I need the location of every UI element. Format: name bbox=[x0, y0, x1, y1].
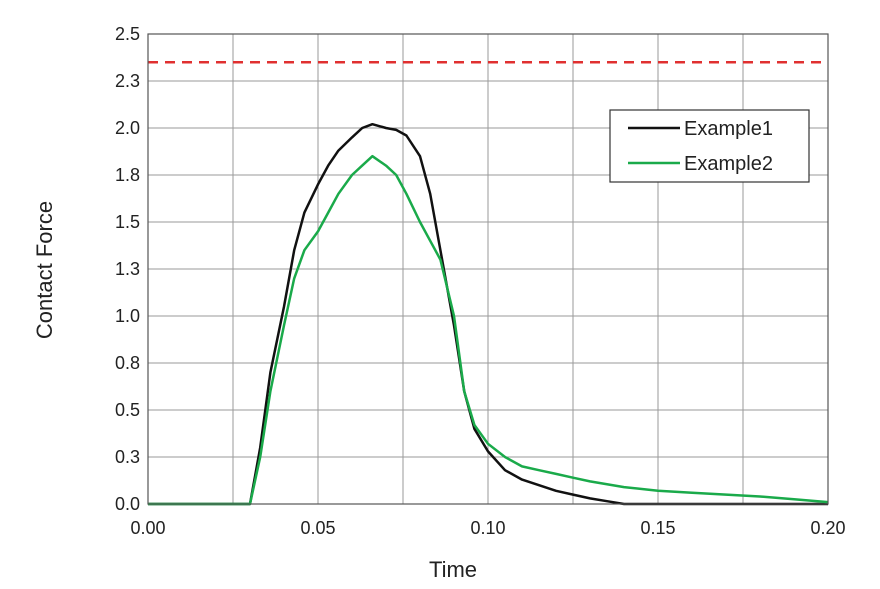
x-tick-label-2: 0.10 bbox=[470, 518, 505, 538]
y-tick-label-10: 2.5 bbox=[115, 24, 140, 44]
x-axis-label: Time bbox=[429, 557, 477, 582]
plot-border bbox=[147, 33, 829, 505]
x-tick-label-0: 0.00 bbox=[130, 518, 165, 538]
y-tick-label-0: 0.0 bbox=[115, 494, 140, 514]
y-tick-label-7: 1.8 bbox=[115, 165, 140, 185]
y-tick-labels: 0.0 0.3 0.5 0.8 1.0 1.3 1.5 1.8 2.0 2.3 2.5 bbox=[115, 24, 140, 514]
y-tick-label-6: 1.5 bbox=[115, 212, 140, 232]
series-layer bbox=[148, 122, 829, 506]
x-tick-label-3: 0.15 bbox=[640, 518, 675, 538]
series-line-example1 bbox=[148, 122, 828, 506]
y-tick-label-3: 0.8 bbox=[115, 353, 140, 373]
y-tick-label-4: 1.0 bbox=[115, 306, 140, 326]
y-tick-label-5: 1.3 bbox=[115, 259, 140, 279]
legend-label-example2: Example2 bbox=[684, 153, 773, 175]
series-line-example2 bbox=[148, 154, 829, 506]
y-axis-label: Contact Force bbox=[32, 201, 57, 339]
y-tick-label-1: 0.3 bbox=[115, 447, 140, 467]
legend-label-example1: Example1 bbox=[684, 118, 773, 140]
y-tick-label-9: 2.3 bbox=[115, 71, 140, 91]
x-tick-labels: 0.00 0.05 0.10 0.15 0.20 bbox=[130, 518, 845, 538]
y-tick-label-2: 0.5 bbox=[115, 400, 140, 420]
x-tick-label-4: 0.20 bbox=[810, 518, 845, 538]
legend: Example1 Example2 bbox=[609, 109, 810, 183]
legend-box bbox=[609, 109, 810, 183]
x-tick-label-1: 0.05 bbox=[300, 518, 335, 538]
y-tick-label-8: 2.0 bbox=[115, 118, 140, 138]
